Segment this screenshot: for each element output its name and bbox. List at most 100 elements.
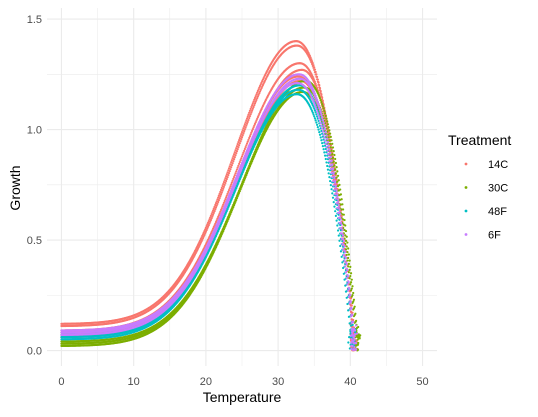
data-point xyxy=(232,162,234,164)
data-point xyxy=(323,148,325,150)
data-point xyxy=(328,129,330,131)
data-point xyxy=(218,199,220,201)
data-point xyxy=(351,285,353,287)
data-point xyxy=(353,299,355,301)
data-point xyxy=(326,165,328,167)
data-point xyxy=(329,143,331,145)
data-point xyxy=(335,215,337,217)
data-point xyxy=(242,134,244,136)
data-point xyxy=(247,119,249,121)
data-point xyxy=(321,103,323,105)
data-point xyxy=(347,247,349,249)
series-48F xyxy=(60,84,356,350)
data-point xyxy=(241,155,243,157)
data-point xyxy=(351,279,353,281)
data-point xyxy=(323,151,325,153)
data-point xyxy=(249,115,251,117)
data-point xyxy=(247,121,249,123)
data-point xyxy=(249,110,251,112)
data-point xyxy=(235,152,237,154)
data-point xyxy=(330,139,332,141)
data-point xyxy=(224,184,226,186)
data-point xyxy=(323,107,325,109)
data-point xyxy=(323,110,325,112)
data-point xyxy=(359,336,361,338)
data-point xyxy=(234,172,236,174)
data-point xyxy=(336,220,338,222)
data-point xyxy=(336,166,338,168)
data-point xyxy=(357,339,359,341)
data-point xyxy=(235,170,237,172)
data-point xyxy=(322,145,324,147)
data-point xyxy=(349,277,351,279)
data-point xyxy=(352,292,354,294)
data-point xyxy=(219,195,221,197)
data-point xyxy=(320,139,322,141)
data-point xyxy=(328,172,330,174)
data-point xyxy=(324,155,326,157)
data-point xyxy=(328,126,330,128)
data-point xyxy=(337,229,339,231)
data-point xyxy=(331,192,333,194)
data-point xyxy=(312,65,314,67)
data-point xyxy=(329,180,331,182)
data-point xyxy=(330,136,332,138)
data-point xyxy=(245,125,247,127)
data-point xyxy=(338,234,340,236)
data-point xyxy=(313,115,315,117)
data-point xyxy=(239,161,241,163)
data-point xyxy=(237,148,239,150)
data-point xyxy=(319,89,321,91)
data-point xyxy=(315,73,317,75)
data-point xyxy=(232,180,234,182)
data-point xyxy=(337,175,339,177)
data-point xyxy=(320,101,322,103)
data-point xyxy=(241,136,243,138)
data-point xyxy=(315,121,317,123)
data-point xyxy=(234,154,236,156)
data-point xyxy=(250,108,252,110)
data-point xyxy=(317,83,319,85)
data-point xyxy=(321,142,323,144)
data-point xyxy=(343,229,345,231)
data-point xyxy=(349,275,351,277)
data-point xyxy=(316,124,318,126)
data-point xyxy=(347,265,349,267)
data-point xyxy=(228,172,230,174)
data-point xyxy=(317,129,319,131)
data-point xyxy=(357,326,359,328)
data-point xyxy=(348,263,350,265)
data-point xyxy=(346,245,348,247)
data-point xyxy=(239,159,241,161)
data-point xyxy=(317,126,319,128)
data-point xyxy=(236,150,238,152)
data-point xyxy=(351,304,353,306)
data-point xyxy=(227,174,229,176)
data-point xyxy=(237,165,239,167)
data-point xyxy=(233,158,235,160)
data-point xyxy=(335,162,337,164)
data-point xyxy=(350,272,352,274)
data-point xyxy=(347,341,349,343)
data-point xyxy=(234,156,236,158)
data-point xyxy=(332,197,334,199)
data-point xyxy=(347,257,349,259)
data-point xyxy=(346,241,348,243)
data-point xyxy=(346,259,348,261)
data-point xyxy=(325,158,327,160)
data-point xyxy=(315,76,317,78)
data-point xyxy=(345,240,347,242)
data-point xyxy=(314,71,316,73)
data-point xyxy=(222,188,224,190)
data-point xyxy=(315,119,317,121)
data-point xyxy=(346,254,348,256)
data-point xyxy=(236,168,238,170)
data-point xyxy=(333,201,335,203)
data-point xyxy=(330,146,332,148)
data-point xyxy=(350,281,352,283)
data-point xyxy=(355,344,357,346)
data-point xyxy=(325,161,327,163)
data-point xyxy=(338,240,340,242)
data-point xyxy=(324,112,326,114)
